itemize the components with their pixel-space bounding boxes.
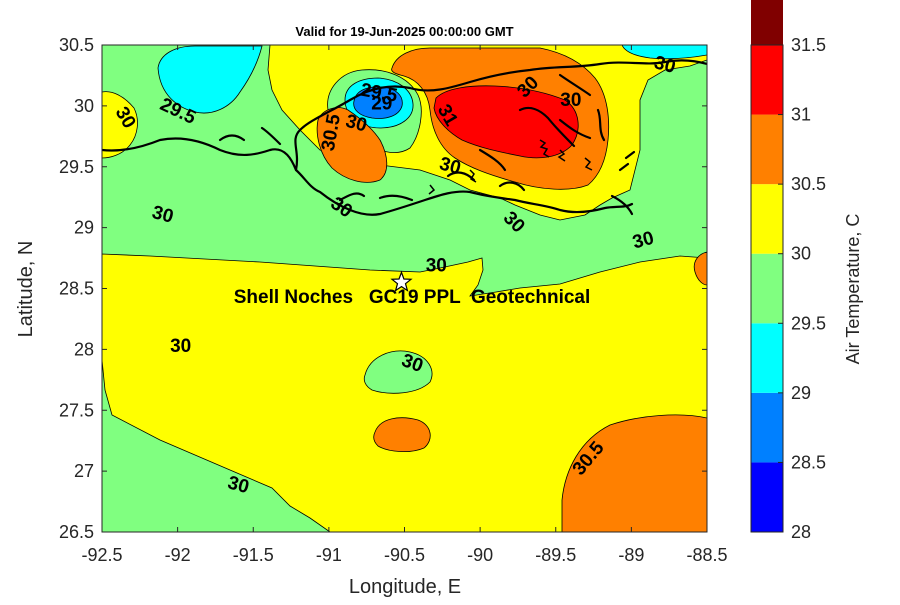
- y-tick-label: 30.5: [59, 35, 94, 55]
- band-30.5-31-south-patch: [373, 417, 431, 452]
- colorbar-band: [751, 45, 783, 115]
- colorbar-band: [751, 323, 783, 393]
- contour-label: 30: [560, 90, 581, 111]
- x-tick-label: -91: [316, 545, 342, 565]
- band-28.5-29-low: [353, 86, 403, 119]
- x-tick-label: -90.5: [384, 545, 425, 565]
- x-tick-label: -91.5: [233, 545, 274, 565]
- y-tick-label: 28: [74, 339, 94, 359]
- y-tick-label: 29: [74, 218, 94, 238]
- y-tick-label: 30: [74, 96, 94, 116]
- y-tick-label: 28.5: [59, 279, 94, 299]
- colorbar-band: [751, 184, 783, 254]
- colorbar: 28 28.5 29 29.5 30 30.5 31 31.5: [750, 0, 826, 542]
- colorbar-tick-label: 29.5: [791, 313, 826, 333]
- x-tick-label: -92.5: [81, 545, 122, 565]
- y-tick-label: 29.5: [59, 157, 94, 177]
- colorbar-tick-label: 28.5: [791, 452, 826, 472]
- band-29-29.5-northeast: [621, 45, 707, 60]
- band-29-29.5-northwest: [157, 45, 263, 114]
- colorbar-band: [751, 253, 783, 324]
- colorbar-tick-label: 30: [791, 244, 811, 264]
- x-tick-label: -90: [467, 545, 493, 565]
- site-label: Shell Noches GC19 PPL Geotechnical: [234, 287, 591, 308]
- x-ticks: -92.5 -92 -91.5 -91 -90.5 -90 -89.5 -89 -88.5: [81, 45, 728, 565]
- chart-title: Valid for 19-Jun-2025 00:00:00 GMT: [295, 24, 514, 39]
- y-ticks: 26.5 27 27.5 28 28.5 29 29.5 30 30.5: [59, 35, 707, 542]
- colorbar-band: [751, 114, 783, 185]
- x-axis-label: Longitude, E: [349, 576, 461, 598]
- colorbar-label: Air Temperature, C: [843, 214, 863, 365]
- y-tick-label: 26.5: [59, 522, 94, 542]
- contour-label: 30: [426, 256, 447, 277]
- colorbar-band: [751, 462, 783, 532]
- plot-frame: -92.5 -92 -91.5 -91 -90.5 -90 -89.5 -89 -88.5 26…: [59, 35, 728, 565]
- contour-label: 30: [170, 336, 191, 357]
- band-30.5-31-northwest: [316, 107, 388, 183]
- site-marker: Shell Noches GC19 PPL Geotechnical: [234, 270, 591, 308]
- x-tick-label: -92: [165, 545, 191, 565]
- colorbar-tick-label: 30.5: [791, 174, 826, 194]
- contour-label: 29: [371, 94, 392, 115]
- band-30-30.5-west: [102, 91, 138, 159]
- band-30-30.5-south: [102, 253, 707, 532]
- colorbar-band: [751, 392, 783, 463]
- y-tick-label: 27.5: [59, 400, 94, 420]
- band-29.5-30-island: [363, 350, 433, 394]
- band-30.5-31-southeast: [561, 414, 707, 532]
- colorbar-tick-label: 28: [791, 522, 811, 542]
- x-tick-label: -89.5: [535, 545, 576, 565]
- colorbar-tick-label: 31: [791, 105, 811, 125]
- white-star-icon: [390, 270, 413, 292]
- colorbar-band: [751, 0, 783, 45]
- y-axis-label: Latitude, N: [15, 241, 37, 338]
- colorbar-ticks: 28 28.5 29 29.5 30 30.5 31 31.5: [778, 35, 826, 542]
- colorbar-tick-label: 31.5: [791, 35, 826, 55]
- band-30.5-31-east-blob: [693, 251, 707, 286]
- x-tick-label: -89: [618, 545, 644, 565]
- x-tick-label: -88.5: [686, 545, 727, 565]
- temperature-field: [102, 45, 707, 532]
- y-tick-label: 27: [74, 461, 94, 481]
- coastline-detail: [428, 139, 593, 195]
- colorbar-tick-label: 29: [791, 383, 811, 403]
